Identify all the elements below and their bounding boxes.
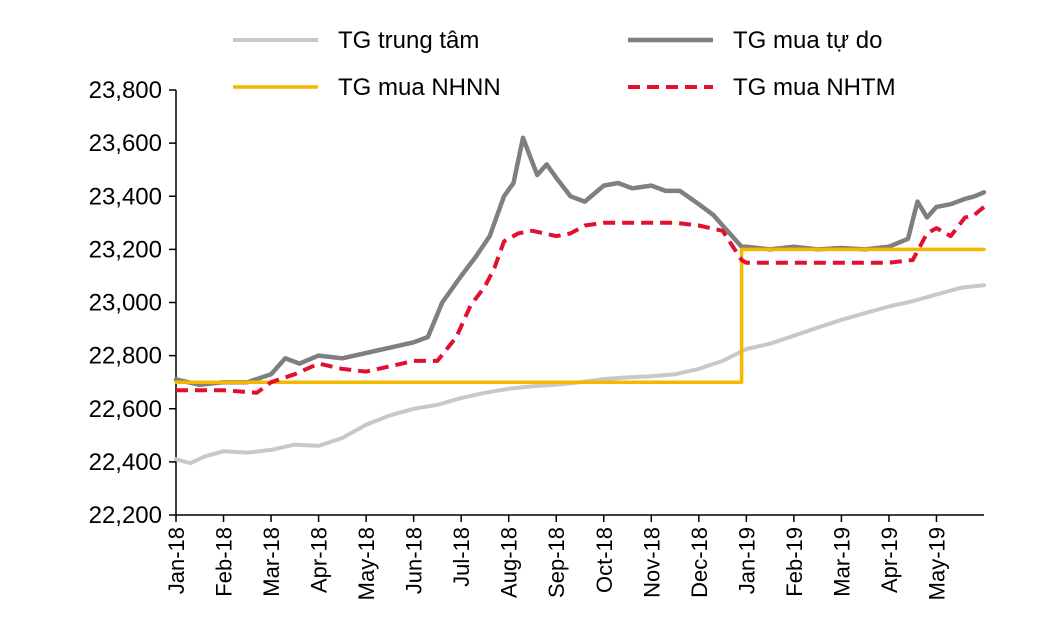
x-tick-label: Jan-18: [164, 527, 189, 594]
y-tick-label: 22,600: [89, 396, 162, 423]
x-tick-label: Jan-19: [734, 527, 759, 594]
y-tick-label: 23,000: [89, 290, 162, 317]
x-tick-label: May-18: [354, 527, 379, 600]
x-tick-label: May-19: [924, 527, 949, 600]
x-tick-label: Jun-18: [402, 527, 427, 594]
x-tick-label: Jul-18: [449, 527, 474, 587]
legend: TG trung tâm TG mua tự do TG mua NHNN TG mu…: [233, 27, 896, 101]
x-tick-label: Feb-19: [782, 527, 807, 597]
x-tick-label: Apr-18: [307, 527, 332, 593]
x-tick-label: Feb-18: [212, 527, 237, 597]
y-tick-label: 22,800: [89, 343, 162, 370]
axes: 22,200 22,400 22,600 22,800 23,000 23,200 23,4…: [89, 77, 984, 600]
series-line: [174, 247, 986, 384]
series-line: [173, 135, 987, 388]
y-tick-label: 22,400: [89, 449, 162, 476]
y-tick-label: 23,200: [89, 236, 162, 263]
legend-label: TG mua NHTM: [733, 74, 896, 101]
legend-label: TG mua tự do: [733, 27, 882, 54]
y-tick-label: 23,800: [89, 77, 162, 104]
x-tick-label: Nov-18: [639, 527, 664, 598]
y-tick-label: 23,400: [89, 183, 162, 210]
series-line: [176, 205, 986, 395]
x-tick-label: Aug-18: [497, 527, 522, 598]
series-layer: [173, 135, 987, 466]
legend-label: TG mua NHNN: [338, 74, 501, 101]
x-tick-label: Apr-19: [877, 527, 902, 593]
x-tick-label: Dec-18: [687, 527, 712, 598]
legend-label: TG trung tâm: [338, 27, 479, 54]
x-tick-label: Mar-19: [829, 527, 854, 597]
x-tick-label: Oct-18: [592, 527, 617, 593]
y-tick-label: 22,200: [89, 502, 162, 529]
x-tick-label: Sep-18: [544, 527, 569, 598]
x-tick-label: Mar-18: [259, 527, 284, 597]
y-tick-label: 23,600: [89, 130, 162, 157]
